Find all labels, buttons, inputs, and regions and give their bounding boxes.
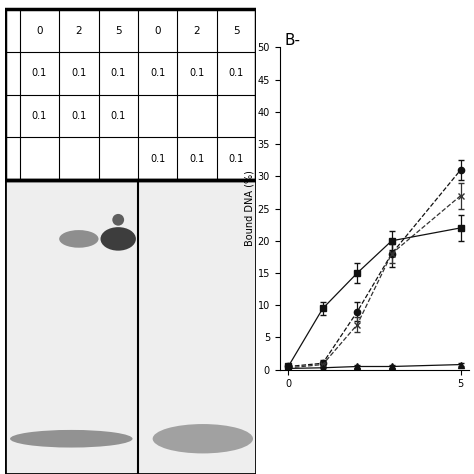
Text: 0.1: 0.1 [110,111,126,121]
Text: 0: 0 [36,26,43,36]
Bar [5,327,256,342]
Bar [5,401,256,415]
Bar [5,210,256,224]
Text: 0.1: 0.1 [71,68,86,79]
Ellipse shape [112,214,124,226]
Text: 0.1: 0.1 [228,68,244,79]
Ellipse shape [153,424,253,454]
Bar [5,195,256,210]
Text: B-: B- [284,33,301,48]
Bar [5,180,256,474]
Bar [5,9,256,180]
Text: 0.1: 0.1 [150,154,165,164]
Text: 2: 2 [75,26,82,36]
Bar [5,312,256,327]
Text: 0.1: 0.1 [228,154,244,164]
Bar [5,430,256,445]
Bar [5,239,256,254]
Bar [5,371,256,386]
Bar [5,415,256,430]
Text: 0: 0 [155,26,161,36]
Ellipse shape [59,230,99,248]
Bar [5,342,256,356]
Bar [5,459,256,474]
Bar [5,283,256,298]
Bar [5,356,256,371]
Bar [5,386,256,401]
Bar [5,445,256,459]
Text: 0.1: 0.1 [32,111,47,121]
Text: 5: 5 [233,26,239,36]
Text: 2: 2 [193,26,200,36]
Bar [5,298,256,312]
Bar [5,180,256,195]
Y-axis label: Bound DNA (%): Bound DNA (%) [245,171,255,246]
Text: 0.1: 0.1 [32,68,47,79]
Ellipse shape [10,430,133,447]
Bar [5,268,256,283]
Text: 0.1: 0.1 [189,68,205,79]
Bar [5,254,256,268]
Text: 0.1: 0.1 [110,68,126,79]
Ellipse shape [100,227,136,251]
Text: 0.1: 0.1 [150,68,165,79]
Text: 0.1: 0.1 [189,154,205,164]
Text: 5: 5 [115,26,121,36]
Text: 0.1: 0.1 [71,111,86,121]
Bar [5,224,256,239]
